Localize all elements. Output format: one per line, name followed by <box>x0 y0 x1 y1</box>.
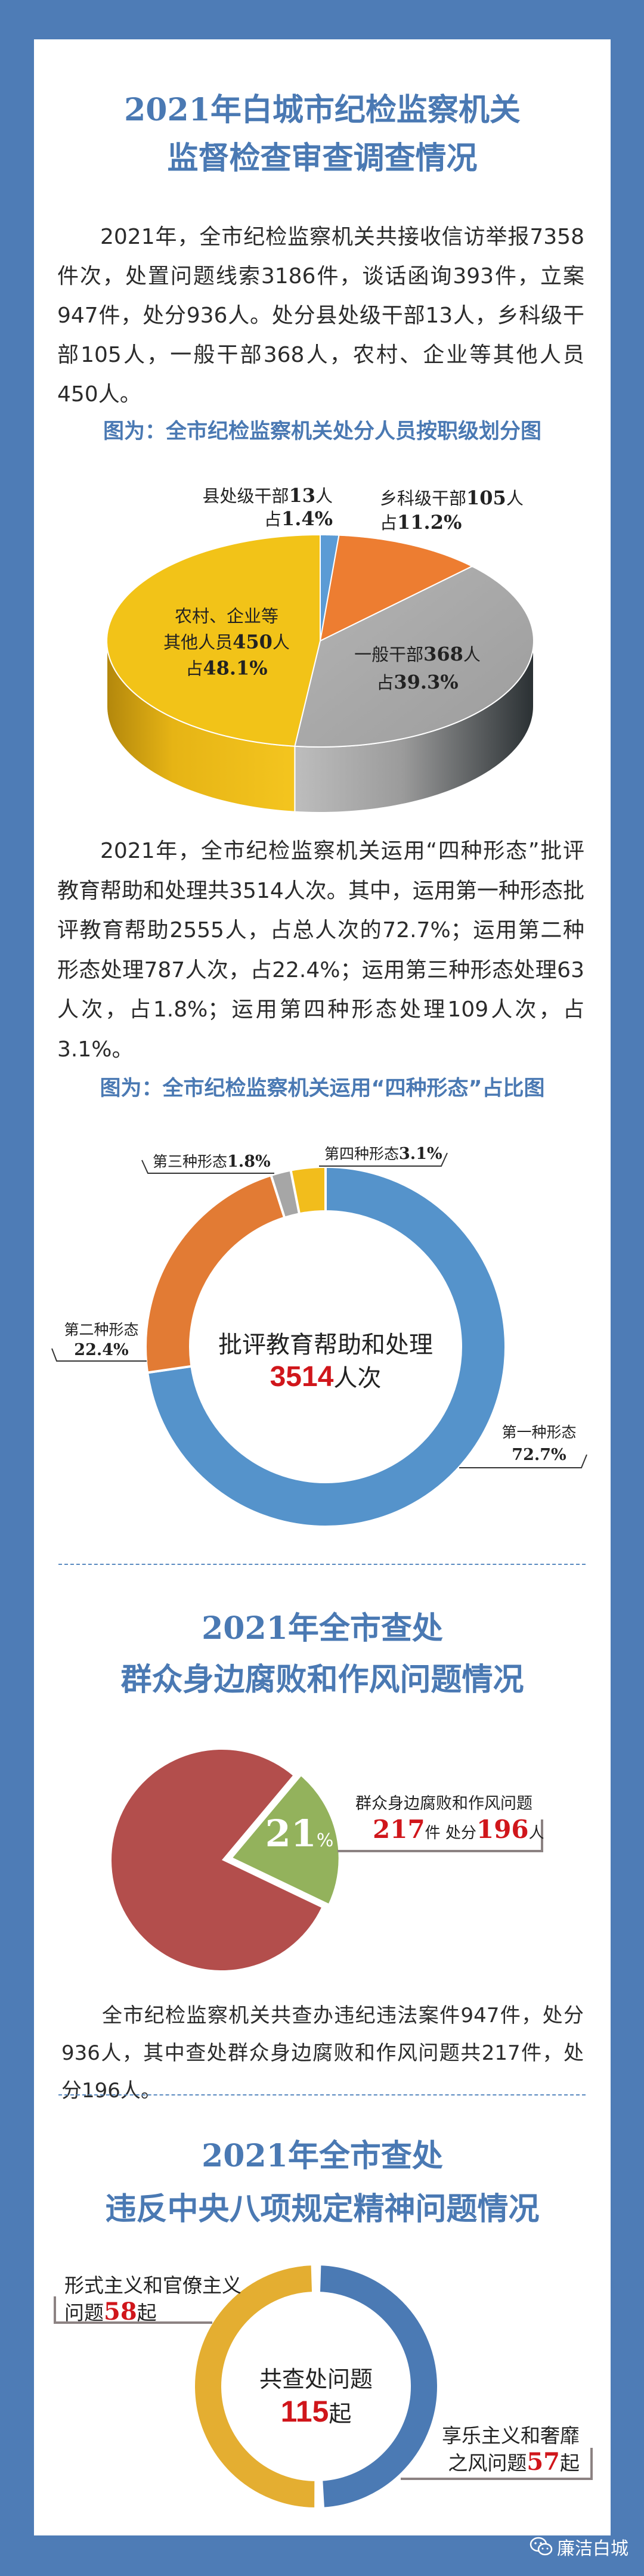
donut-slice-0 <box>145 1165 507 1528</box>
pie-slice-grassroots <box>227 1771 342 1908</box>
donut-slice-3 <box>289 1165 327 1216</box>
pie-slice-1 <box>319 534 473 642</box>
label-grassroots-counts: 217件 处分196人 <box>373 1815 544 1844</box>
donut-center-eight-rules: 共查处问题 115起 <box>259 2366 373 2428</box>
pie-percent-label: 21% <box>265 1812 334 1855</box>
label-form4: 第四种形态3.1% <box>324 1145 442 1163</box>
section-divider <box>58 2094 586 2095</box>
donut-chart-four-forms <box>144 1165 507 1528</box>
pie-chart-grassroots-corruption <box>112 1750 342 1970</box>
pie-slice-3 <box>106 534 321 747</box>
section2-title-line1: 2021年全市查处 <box>202 1610 443 1647</box>
label-grassroots-issues: 群众身边腐败和作风问题 <box>355 1794 532 1813</box>
leader-line-form2 <box>51 1348 147 1362</box>
leader-line-form1 <box>459 1454 587 1468</box>
section3-title-line2: 违反中央八项规定精神问题情况 <box>105 2191 540 2227</box>
label-county-level: 县处级干部13人 占1.4% <box>202 484 333 530</box>
callout-line-grassroots <box>338 1819 543 1852</box>
label-township-level: 乡科级干部105人 占11.2% <box>380 486 524 534</box>
paragraph-supervision-summary: 2021年，全市纪检监察机关共接收信访举报7358件次，处置问题线索3186件，… <box>57 225 584 407</box>
pie-slice-other <box>112 1750 321 1970</box>
paragraph-four-forms: 2021年，全市纪检监察机关运用“四种形态”批评教育帮助和处理共3514人次。其… <box>57 839 584 1062</box>
leader-line-form4 <box>319 1152 448 1167</box>
label-form3: 第三种形态1.8% <box>153 1152 271 1171</box>
footer-watermark: 廉洁白城 <box>530 2535 628 2559</box>
label-form1: 第一种形态 72.7% <box>501 1424 577 1464</box>
footer-account-name: 廉洁白城 <box>557 2538 628 2559</box>
wechat-icon <box>530 2537 553 2556</box>
chart-caption-cadre-levels: 图为：全市纪检监察机关处分人员按职级划分图 <box>103 420 541 444</box>
leader-line-form3 <box>141 1160 274 1174</box>
donut-center-four-forms: 批评教育帮助和处理 3514人次 <box>218 1331 433 1393</box>
label-form2: 第二种形态 22.4% <box>64 1321 139 1359</box>
label-hedonism: 享乐主义和奢靡 之风问题57起 <box>442 2424 580 2476</box>
label-formalism: 形式主义和官僚主义 问题58起 <box>64 2274 242 2326</box>
section-divider <box>58 1564 586 1565</box>
label-other-personnel: 农村、企业等 其他人员450人 占48.1% <box>163 606 290 680</box>
section3-title: 2021年全市查处 违反中央八项规定精神问题情况 <box>34 2129 611 2236</box>
callout-line-hedonism <box>401 2448 593 2480</box>
section1-title: 2021年白城市纪检监察机关 监督检查审查调查情况 <box>34 86 611 182</box>
pie-chart-cadre-levels <box>106 534 534 813</box>
donut-slice-1 <box>317 2263 440 2510</box>
section2-title-line2: 群众身边腐败和作风问题情况 <box>120 1661 524 1698</box>
section3-title-line1: 2021年全市查处 <box>202 2138 443 2174</box>
section1-title-line2: 监督检查审查调查情况 <box>167 140 478 176</box>
donut-chart-eight-rules <box>192 2263 440 2510</box>
chart-caption-four-forms: 图为：全市纪检监察机关运用“四种形态”占比图 <box>100 1077 545 1101</box>
content-panel <box>34 39 611 2535</box>
callout-line-formalism <box>54 2296 212 2324</box>
section1-title-line1: 2021年白城市纪检监察机关 <box>124 92 521 128</box>
paragraph-grassroots: 全市纪检监察机关共查办违纪违法案件947件，处分936人，其中查处群众身边腐败和… <box>61 2004 584 2103</box>
label-general-cadres: 一般干部368人 占39.3% <box>354 643 481 693</box>
donut-slice-0 <box>192 2263 317 2510</box>
section2-title: 2021年全市查处 群众身边腐败和作风问题情况 <box>34 1603 611 1706</box>
pie-slice-2 <box>294 565 534 748</box>
